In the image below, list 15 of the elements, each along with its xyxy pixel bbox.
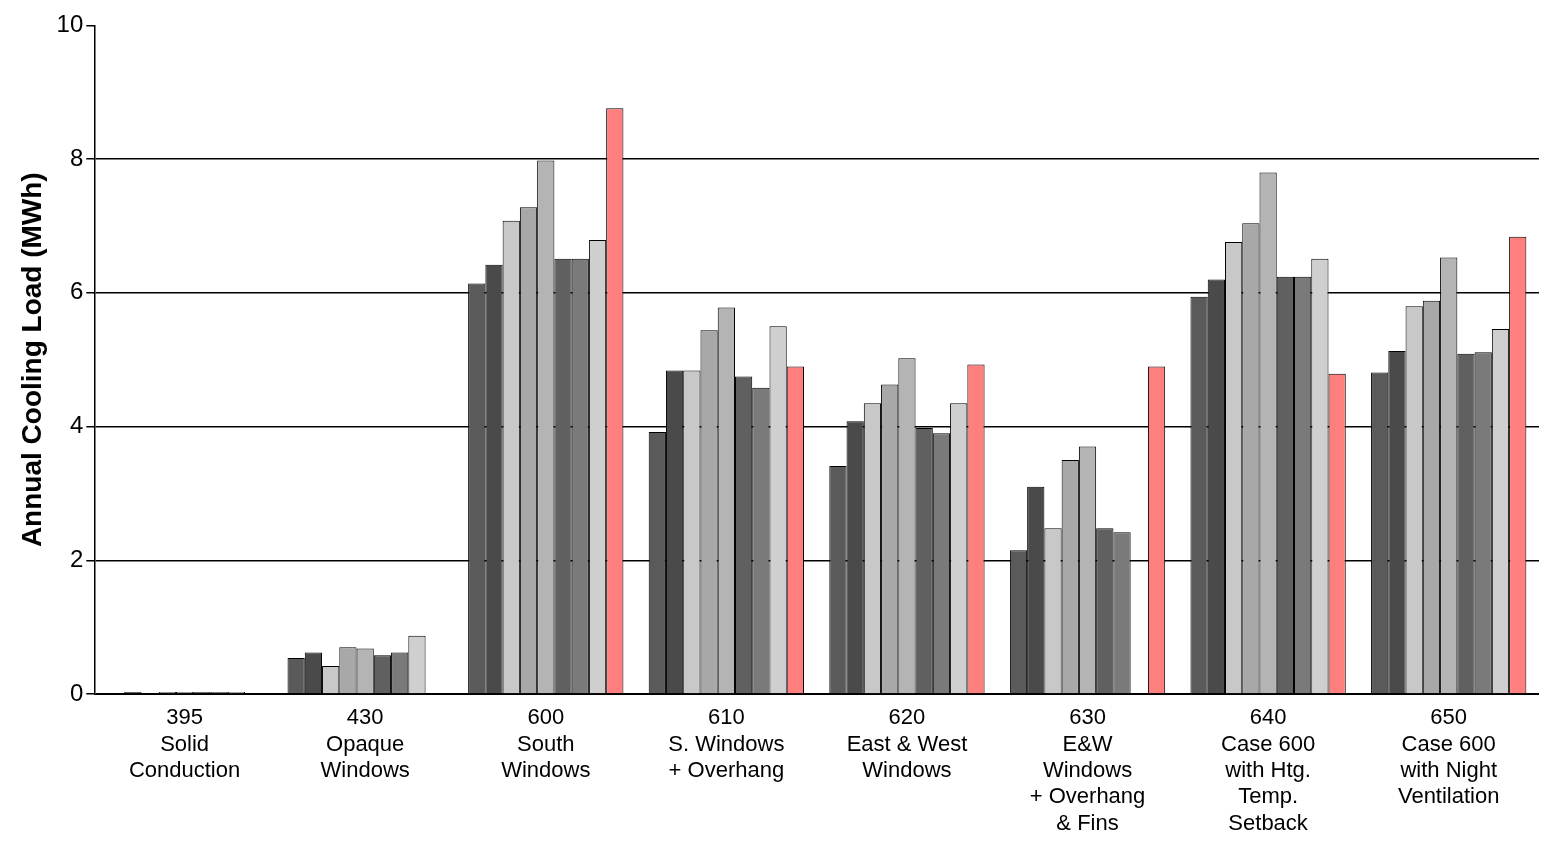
x-tick-label: 430 Opaque Windows (320, 704, 410, 783)
y-tick-label: 8 (69, 143, 84, 171)
x-tick-label: 600 South Windows (501, 704, 591, 783)
x-tick-label: 620 East & West Windows (846, 704, 968, 783)
x-tick-label: 630 E&W Windows + Overhang & Fins (1029, 704, 1146, 835)
x-tick-label: 395 Solid Conduction (128, 704, 241, 783)
y-tick-label: 0 (69, 678, 84, 706)
x-tick-label: 610 S. Windows + Overhang (668, 704, 785, 783)
x-tick-label: 650 Case 600 with Night Ventilation (1397, 704, 1500, 809)
y-tick-label: 10 (56, 10, 84, 38)
y-tick-label: 2 (69, 544, 84, 572)
y-axis-title: Annual Cooling Load (MWh) (15, 172, 47, 548)
y-tick-label: 4 (69, 411, 84, 439)
y-tick-label: 6 (69, 277, 84, 305)
x-tick-label: 640 Case 600 with Htg. Temp. Setback (1221, 704, 1316, 835)
